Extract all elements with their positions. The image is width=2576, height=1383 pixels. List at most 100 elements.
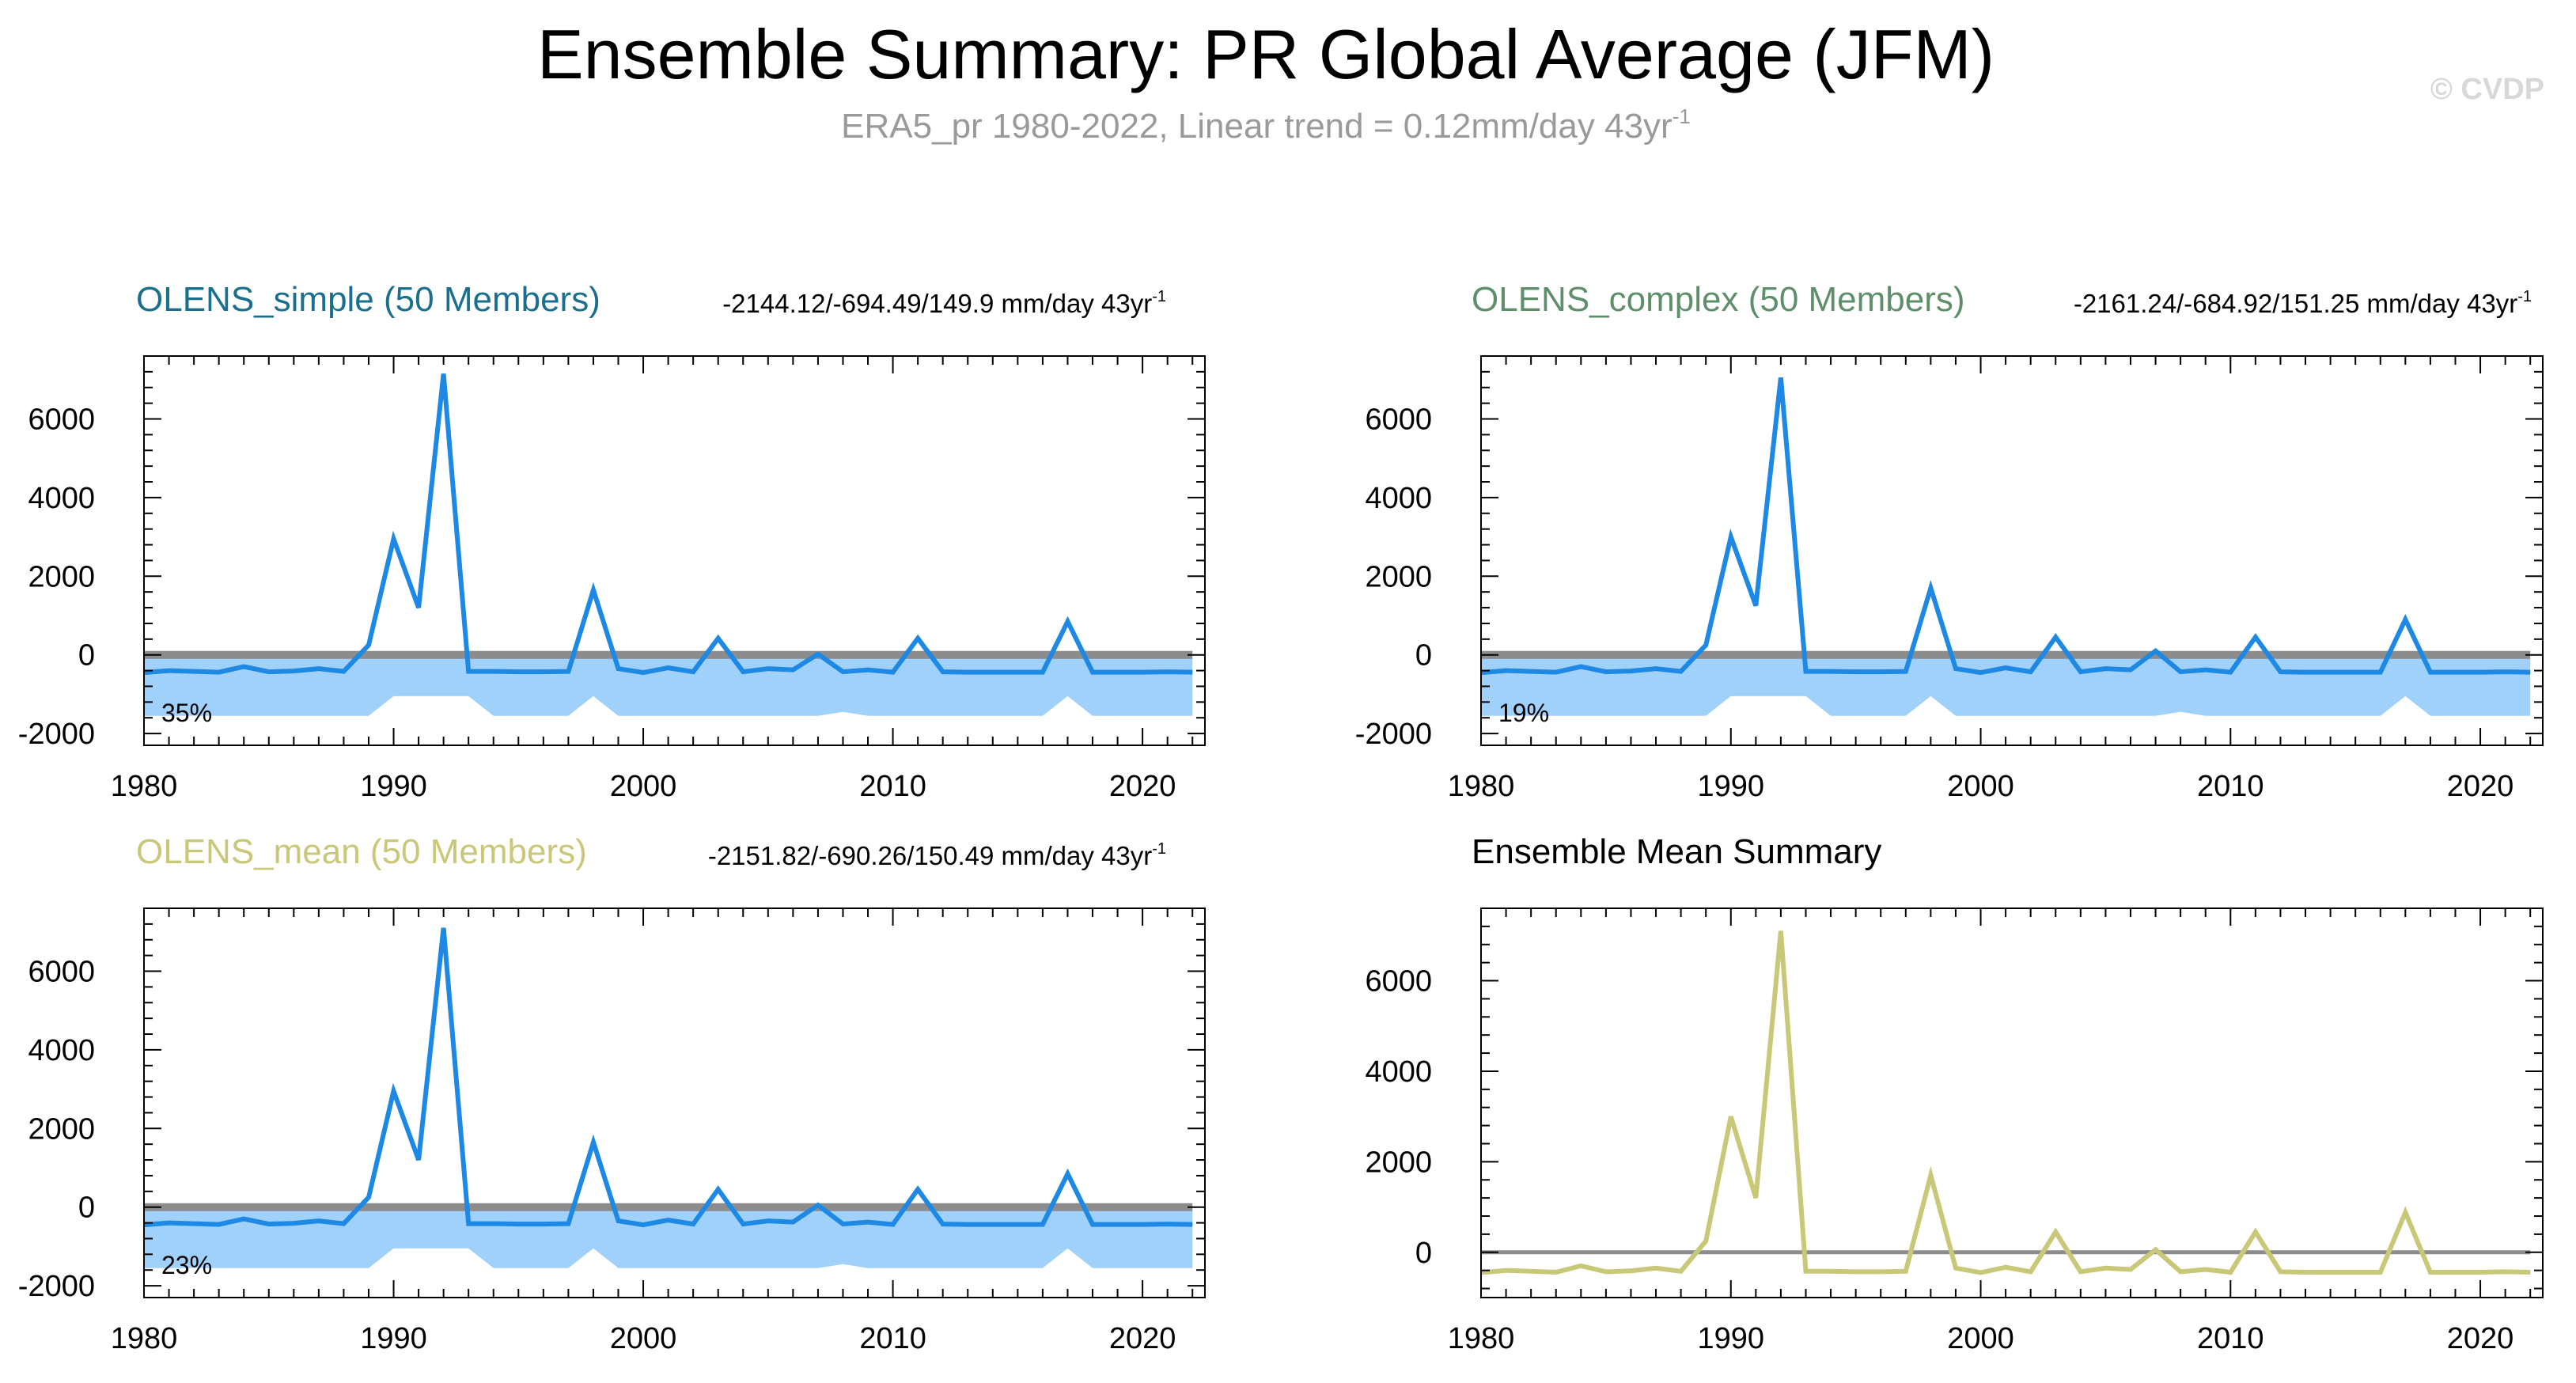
data-point bbox=[443, 373, 445, 374]
data-point bbox=[2229, 1271, 2231, 1273]
data-point bbox=[1930, 587, 1931, 589]
x-tick-label: 1980 bbox=[1448, 770, 1515, 803]
series-line bbox=[1480, 930, 2531, 1275]
data-point bbox=[193, 1223, 195, 1225]
data-point bbox=[1855, 1271, 1857, 1272]
x-tick-label: 1980 bbox=[111, 1322, 178, 1355]
data-point bbox=[2155, 650, 2157, 652]
panel-title-olens-complex: OLENS_complex (50 Members) bbox=[1472, 280, 1965, 319]
x-tick-label: 1990 bbox=[1697, 1322, 1764, 1355]
data-point bbox=[2229, 672, 2231, 673]
data-point bbox=[1142, 1224, 1143, 1226]
panel-stat-text: -2151.82/-690.26/150.49 mm/day 43yr bbox=[707, 841, 1153, 870]
panel-title-olens-simple: OLENS_simple (50 Members) bbox=[136, 280, 600, 319]
data-point bbox=[2104, 1267, 2106, 1269]
data-point bbox=[1117, 672, 1119, 673]
data-point bbox=[2205, 1269, 2207, 1271]
percent-label: 35% bbox=[161, 699, 212, 727]
data-point bbox=[2205, 669, 2207, 671]
chart-panel-0: 1980 1990 2000 2010 2020 -2000 0 2000 4000 6000 35… bbox=[18, 355, 1206, 803]
data-point bbox=[517, 671, 519, 673]
x-tick-label: 2000 bbox=[610, 1322, 677, 1355]
data-point bbox=[642, 1224, 644, 1226]
data-point bbox=[1930, 1175, 1931, 1176]
data-point bbox=[1066, 1173, 1068, 1174]
y-tick-label: 0 bbox=[1415, 1237, 1432, 1270]
data-point bbox=[2354, 672, 2356, 673]
data-point bbox=[1780, 930, 1782, 932]
data-point bbox=[1167, 1223, 1169, 1225]
y-tick-label: 0 bbox=[1415, 639, 1432, 673]
panel-stat-text: -2161.24/-684.92/151.25 mm/day 43yr bbox=[2073, 289, 2518, 318]
data-point bbox=[1605, 671, 1607, 673]
data-point bbox=[1555, 672, 1557, 673]
data-point bbox=[992, 1224, 994, 1226]
data-point bbox=[1191, 1224, 1193, 1226]
data-point bbox=[1730, 536, 1732, 538]
data-point bbox=[1042, 1224, 1044, 1226]
panel-stat-text: -2144.12/-694.49/149.9 mm/day 43yr bbox=[722, 289, 1153, 318]
x-tick-label: 2000 bbox=[610, 770, 677, 803]
data-point bbox=[942, 671, 944, 673]
data-point bbox=[692, 671, 694, 673]
y-tick-label: 2000 bbox=[28, 560, 95, 593]
data-point bbox=[2130, 1269, 2131, 1271]
data-point bbox=[2055, 636, 2056, 638]
data-point bbox=[1555, 1271, 1557, 1273]
spread-band bbox=[144, 1207, 1193, 1268]
y-tick-label: -2000 bbox=[1355, 718, 1432, 751]
data-point bbox=[1730, 1116, 1732, 1117]
x-tick-label: 2020 bbox=[1109, 1322, 1176, 1355]
y-tick-label: 4000 bbox=[1365, 482, 1432, 515]
data-point bbox=[1530, 671, 1532, 673]
watermark: © CVDP bbox=[2430, 73, 2544, 106]
data-point bbox=[2404, 1211, 2406, 1213]
data-point bbox=[2305, 1271, 2306, 1273]
data-point bbox=[443, 927, 445, 929]
x-tick-label: 2000 bbox=[1947, 770, 2014, 803]
data-point bbox=[1580, 666, 1582, 668]
data-point bbox=[343, 671, 344, 673]
data-point bbox=[2505, 671, 2506, 673]
x-tick-label: 1990 bbox=[360, 1322, 427, 1355]
y-tick-label: 0 bbox=[78, 1192, 95, 1225]
y-tick-label: 6000 bbox=[28, 404, 95, 437]
data-point bbox=[1680, 671, 1682, 673]
data-point bbox=[2330, 672, 2332, 673]
data-point bbox=[1855, 671, 1857, 673]
data-point bbox=[393, 538, 395, 540]
data-point bbox=[2279, 671, 2281, 673]
data-point bbox=[2380, 1271, 2381, 1273]
panel-stat-olens-simple: -2144.12/-694.49/149.9 mm/day 43yr-1 bbox=[722, 288, 1166, 319]
x-tick-label: 2010 bbox=[2197, 1322, 2264, 1355]
data-point bbox=[892, 1224, 894, 1226]
y-tick-label: 6000 bbox=[28, 956, 95, 989]
x-tick-label: 1990 bbox=[360, 770, 427, 803]
x-tick-label: 1990 bbox=[1697, 770, 1764, 803]
data-point bbox=[1655, 1267, 1657, 1269]
data-point bbox=[1142, 672, 1143, 673]
data-point bbox=[2255, 636, 2256, 638]
data-point bbox=[2505, 1271, 2506, 1272]
data-point bbox=[2055, 1231, 2056, 1233]
panel-stat-exponent: -1 bbox=[2517, 288, 2532, 305]
y-tick-label: 2000 bbox=[28, 1112, 95, 1146]
data-point bbox=[2155, 1248, 2157, 1250]
data-point bbox=[2305, 672, 2306, 673]
data-point bbox=[543, 671, 544, 673]
data-point bbox=[268, 671, 270, 673]
data-point bbox=[368, 644, 369, 646]
data-point bbox=[2529, 672, 2531, 673]
data-point bbox=[1980, 1272, 1982, 1274]
spread-band bbox=[144, 655, 1193, 716]
data-point bbox=[468, 1223, 469, 1225]
data-point bbox=[817, 1204, 819, 1206]
panel-stat-exponent: -1 bbox=[1152, 288, 1166, 305]
data-point bbox=[1042, 672, 1044, 673]
plot-frame bbox=[1480, 355, 2544, 746]
data-point bbox=[218, 672, 220, 673]
data-point bbox=[742, 671, 744, 673]
data-point bbox=[1905, 671, 1907, 673]
x-tick-label: 2020 bbox=[2447, 1322, 2514, 1355]
